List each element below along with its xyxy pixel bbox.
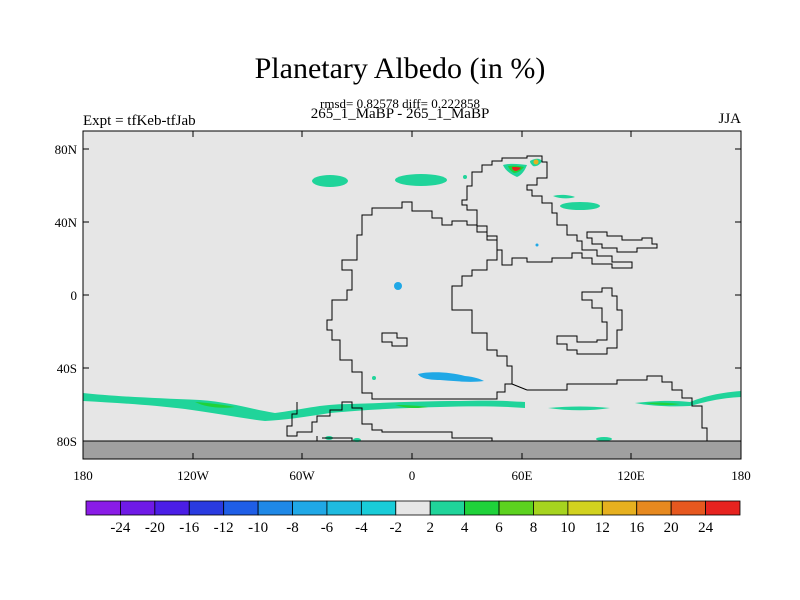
stats-line: rmsd= 0.82578 diff= 0.222858 [320, 96, 480, 111]
lon-label-0: 0 [409, 468, 416, 483]
coast-connector [511, 383, 528, 391]
small-patch-5 [463, 175, 467, 179]
south-pacific-green-patch [645, 402, 680, 406]
south-atlantic-blue-patch [418, 372, 484, 382]
antarctica-detail-outline [316, 436, 353, 441]
east-asia-patch [560, 202, 600, 210]
colorbar-swatch [601, 500, 638, 516]
colorbar-swatch [705, 500, 741, 516]
band-green-patch-1 [195, 402, 235, 408]
colorbar-label: 6 [495, 520, 503, 536]
colorbar-label: -6 [321, 520, 334, 536]
colorbar-label: -8 [286, 520, 299, 536]
antarctica-east-outline [527, 375, 708, 441]
colorbar-swatch [498, 500, 534, 516]
madagascar-outline [381, 332, 408, 347]
antarctica-west-outline [286, 401, 493, 441]
colorbar-label: 16 [629, 520, 645, 536]
coastlines [83, 155, 741, 442]
colorbar-label: 10 [560, 520, 575, 536]
lon-label-180w: 180 [73, 468, 93, 483]
east-asia-outline [586, 231, 658, 253]
colorbar-label: 8 [530, 520, 538, 536]
colorbar-label: -16 [179, 520, 199, 536]
lat-label-0: 0 [71, 288, 78, 303]
lon-label-120w: 120W [177, 468, 210, 483]
lon-label-60e: 60E [512, 468, 533, 483]
colorbar-label: 4 [461, 520, 469, 536]
arctic-patch-red [512, 167, 521, 171]
equatorial-blue-dot [394, 282, 402, 290]
colorbar-swatch [257, 500, 293, 516]
experiment-label: Expt = tfKeb-tfJab [83, 113, 196, 129]
colorbar-labels: -24 -20 -16 -12 -10 -8 -6 -4 -2 2 4 6 8 10 12 16 20 24 [110, 520, 713, 536]
lat-label-80s: 80S [57, 434, 77, 449]
colorbar-swatch [567, 500, 603, 516]
band-green-patch-2 [395, 405, 428, 409]
colorbar-swatch [188, 500, 225, 516]
lat-label-80n: 80N [55, 142, 78, 157]
north-atlantic-patch-east [395, 174, 447, 186]
map-subtitle: 265_1_MaBP - 265_1_MaBP [310, 106, 490, 122]
africa-europe-outline [326, 201, 513, 400]
colorbar-label: -24 [110, 520, 130, 536]
colorbar-swatch [670, 500, 706, 516]
colorbar-label: 12 [595, 520, 610, 536]
season-label: JJA [718, 111, 741, 127]
lat-label-40s: 40S [57, 361, 77, 376]
colorbar-swatch [326, 500, 362, 516]
lon-labels: 180 120W 60W 0 60E 120E 180 [73, 468, 751, 483]
lat-ticks [83, 148, 741, 442]
colorbar-swatch [395, 500, 431, 516]
south-pacific-east-patch [635, 391, 741, 407]
southern-ocean-band [83, 393, 525, 421]
colorbar-label: 2 [426, 520, 434, 536]
colorbar-swatch [223, 500, 259, 516]
colorbar-label: -20 [145, 520, 165, 536]
colorbar-swatch [429, 500, 466, 516]
colorbar-swatch [120, 500, 156, 516]
colorbar-swatch [85, 500, 121, 516]
colorbar-label: 24 [698, 520, 714, 536]
lat-labels: 80N 40N 0 40S 80S [55, 142, 78, 449]
central-asia-patch [553, 194, 575, 199]
colorbar-label: -4 [355, 520, 368, 536]
lat-label-40n: 40N [55, 215, 78, 230]
map-title: Planetary Albedo (in %) [254, 52, 546, 85]
colorbar-label: -10 [248, 520, 268, 536]
lon-label-60w: 60W [289, 468, 315, 483]
colorbar-label: 20 [664, 520, 679, 536]
colorbar-label: -12 [214, 520, 234, 536]
colorbar [85, 500, 741, 516]
asia-outline [461, 155, 633, 269]
small-patch-2 [596, 437, 612, 441]
colorbar-swatch [292, 500, 328, 516]
colorbar-swatch [464, 500, 500, 516]
lon-ticks [82, 131, 742, 459]
colorbar-swatch [360, 500, 397, 516]
north-atlantic-patch-west [312, 175, 348, 187]
anomaly-patches [83, 158, 741, 442]
arctic-patch-2-core [533, 159, 539, 165]
colorbar-swatch [636, 500, 672, 516]
lon-label-180e: 180 [731, 468, 751, 483]
small-patch-1 [372, 376, 376, 380]
colorbar-swatch [533, 500, 569, 516]
lon-label-120e: 120E [617, 468, 645, 483]
plot-area [82, 130, 742, 460]
masked-region [83, 441, 741, 459]
south-indian-patch [548, 406, 610, 411]
colorbar-label: -2 [390, 520, 403, 536]
colorbar-swatch [154, 500, 190, 516]
pacific-island-outline [556, 287, 623, 355]
small-patch-6 [535, 243, 539, 247]
